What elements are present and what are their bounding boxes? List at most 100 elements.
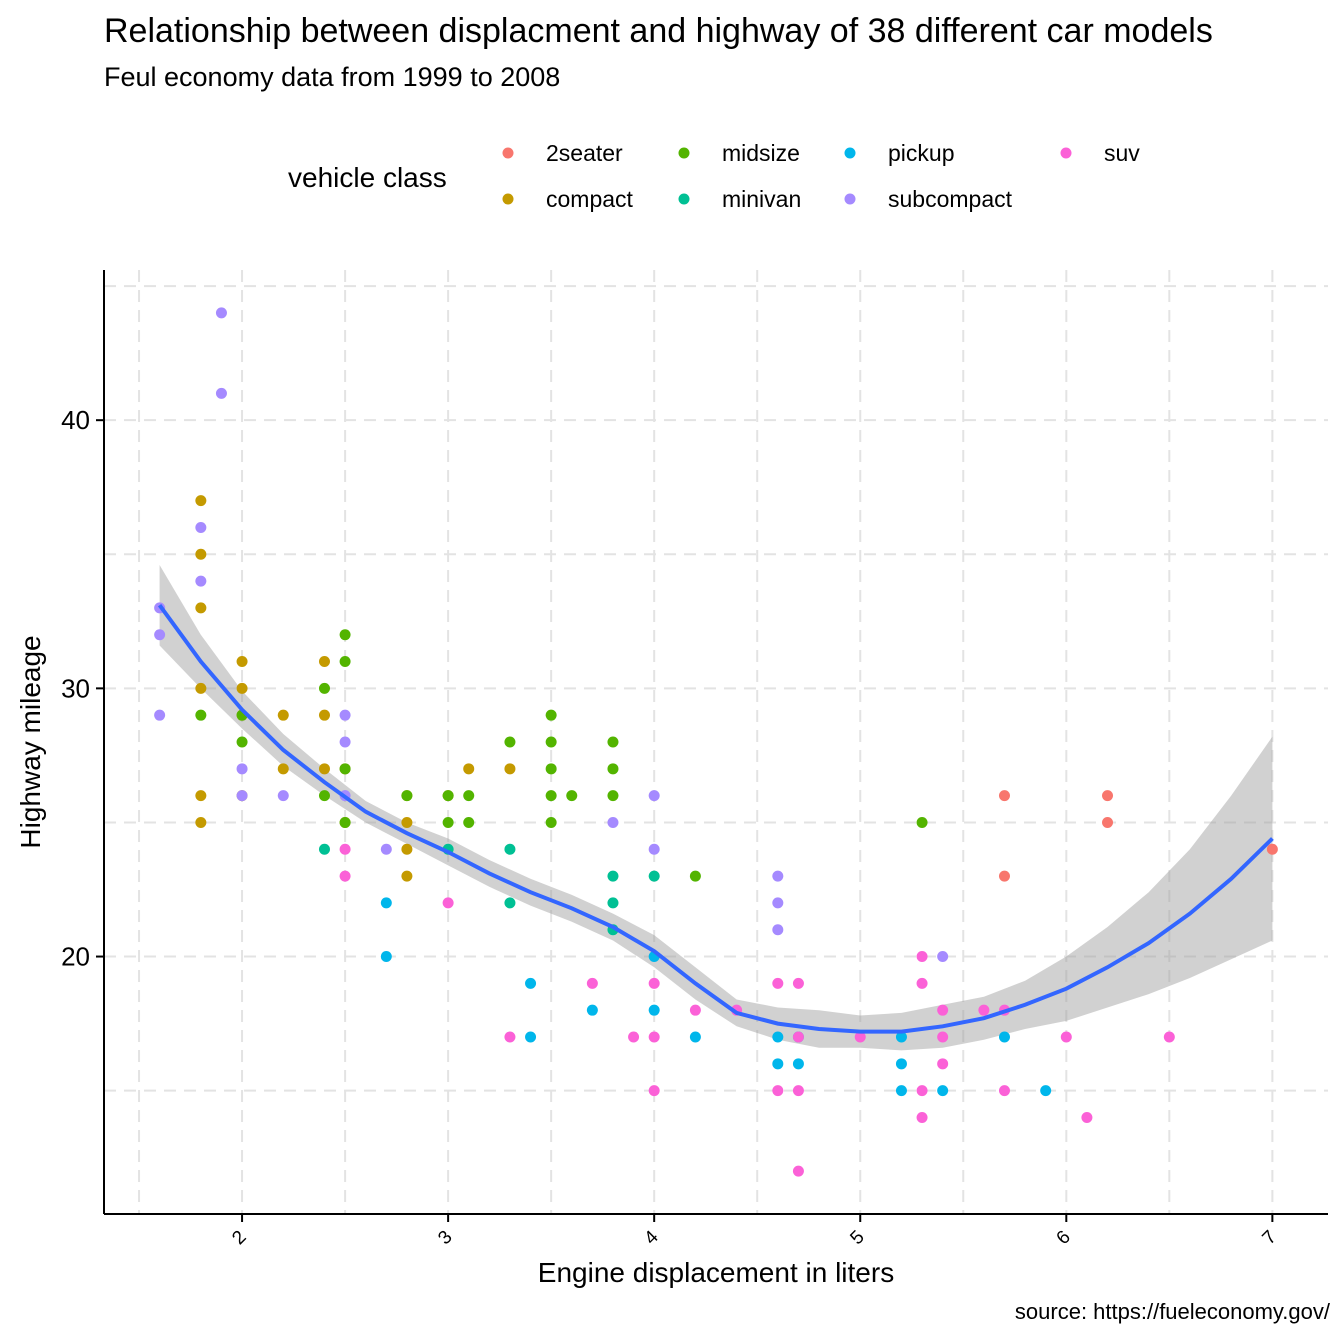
- data-point-suv: [916, 1085, 928, 1097]
- data-point-pickup: [525, 977, 537, 989]
- data-point-pickup: [895, 1031, 907, 1043]
- data-point-midsize: [442, 816, 454, 828]
- data-point-subcompact: [339, 736, 351, 748]
- data-point-suv: [442, 897, 454, 909]
- data-point-pickup: [380, 951, 392, 963]
- ticks: 20 30 40 2 3 4 5 6 7: [61, 405, 1281, 1249]
- data-point-midsize: [339, 629, 351, 641]
- data-point-suv: [648, 977, 660, 989]
- data-point-midsize: [545, 816, 557, 828]
- data-point-suv: [916, 951, 928, 963]
- data-point-compact: [195, 548, 207, 560]
- data-point-suv: [628, 1031, 640, 1043]
- data-point-pickup: [380, 897, 392, 909]
- data-point-midsize: [545, 763, 557, 775]
- x-tick-label: 5: [846, 1227, 868, 1249]
- legend-label-suv: suv: [1104, 140, 1140, 166]
- legend-key-suv: [1060, 147, 1072, 159]
- legend-label-subcompact: subcompact: [888, 186, 1013, 212]
- data-point-subcompact: [215, 387, 227, 399]
- confidence-ribbon: [159, 565, 1273, 1051]
- data-point-pickup: [998, 1031, 1010, 1043]
- x-tick-label: 7: [1259, 1227, 1281, 1249]
- data-point-compact: [236, 682, 248, 694]
- data-point-compact: [318, 763, 330, 775]
- data-point-compact: [277, 763, 289, 775]
- data-point-suv: [772, 1085, 784, 1097]
- legend-title: vehicle class: [288, 162, 447, 193]
- data-point-midsize: [504, 736, 516, 748]
- data-point-2seater: [1102, 790, 1114, 802]
- data-point-suv: [1163, 1031, 1175, 1043]
- data-point-subcompact: [195, 521, 207, 533]
- data-point-minivan: [607, 870, 619, 882]
- data-point-subcompact: [215, 307, 227, 319]
- data-point-compact: [318, 656, 330, 668]
- data-point-compact: [401, 816, 413, 828]
- data-point-subcompact: [607, 816, 619, 828]
- data-point-subcompact: [772, 924, 784, 936]
- data-point-compact: [277, 709, 289, 721]
- data-point-suv: [937, 1004, 949, 1016]
- data-point-compact: [195, 816, 207, 828]
- legend-label-compact: compact: [546, 186, 634, 212]
- legend-key-compact: [502, 193, 514, 205]
- data-point-midsize: [916, 816, 928, 828]
- data-point-pickup: [895, 1058, 907, 1070]
- data-point-subcompact: [648, 790, 660, 802]
- legend-key-midsize: [678, 147, 690, 159]
- data-point-suv: [648, 1085, 660, 1097]
- smooth-line: [157, 604, 1274, 1034]
- axes: [103, 270, 1328, 1215]
- data-point-suv: [1060, 1031, 1072, 1043]
- data-point-pickup: [648, 1004, 660, 1016]
- legend-label-pickup: pickup: [888, 140, 954, 166]
- data-point-suv: [1081, 1111, 1093, 1123]
- data-point-pickup: [525, 1031, 537, 1043]
- data-point-compact: [318, 709, 330, 721]
- data-point-midsize: [545, 790, 557, 802]
- data-point-suv: [937, 1058, 949, 1070]
- chart-title: Relationship between displacment and hig…: [104, 12, 1213, 50]
- legend-key-subcompact: [844, 193, 856, 205]
- y-tick-label: 30: [61, 673, 90, 703]
- data-point-subcompact: [236, 763, 248, 775]
- data-point-subcompact: [154, 709, 166, 721]
- data-point-midsize: [607, 790, 619, 802]
- data-point-midsize: [463, 816, 475, 828]
- data-point-subcompact: [380, 843, 392, 855]
- data-point-minivan: [607, 897, 619, 909]
- data-point-suv: [854, 1031, 866, 1043]
- data-point-suv: [689, 1004, 701, 1016]
- data-point-midsize: [545, 709, 557, 721]
- data-point-pickup: [586, 1004, 598, 1016]
- x-tick-label: 6: [1053, 1227, 1075, 1249]
- data-point-subcompact: [236, 790, 248, 802]
- x-axis-label: Engine displacement in liters: [538, 1257, 894, 1288]
- y-axis-label: Highway mileage: [15, 635, 46, 848]
- data-point-minivan: [318, 843, 330, 855]
- data-point-midsize: [689, 870, 701, 882]
- legend-key-minivan: [678, 193, 690, 205]
- y-tick-label: 20: [61, 942, 90, 972]
- data-point-midsize: [401, 790, 413, 802]
- data-point-midsize: [607, 763, 619, 775]
- legend-key-2seater: [502, 147, 514, 159]
- data-point-suv: [648, 1031, 660, 1043]
- data-point-subcompact: [937, 951, 949, 963]
- x-tick-label: 4: [640, 1226, 663, 1249]
- data-point-midsize: [463, 790, 475, 802]
- data-point-subcompact: [195, 575, 207, 587]
- data-point-compact: [195, 790, 207, 802]
- data-point-pickup: [772, 1058, 784, 1070]
- legend: vehicle class 2seater compact midsize miniv…: [288, 140, 1140, 212]
- data-point-subcompact: [277, 790, 289, 802]
- data-point-midsize: [318, 682, 330, 694]
- data-point-midsize: [566, 790, 578, 802]
- data-point-pickup: [895, 1085, 907, 1097]
- data-points: [154, 307, 1278, 1177]
- data-point-minivan: [504, 897, 516, 909]
- data-point-midsize: [442, 790, 454, 802]
- data-point-pickup: [689, 1031, 701, 1043]
